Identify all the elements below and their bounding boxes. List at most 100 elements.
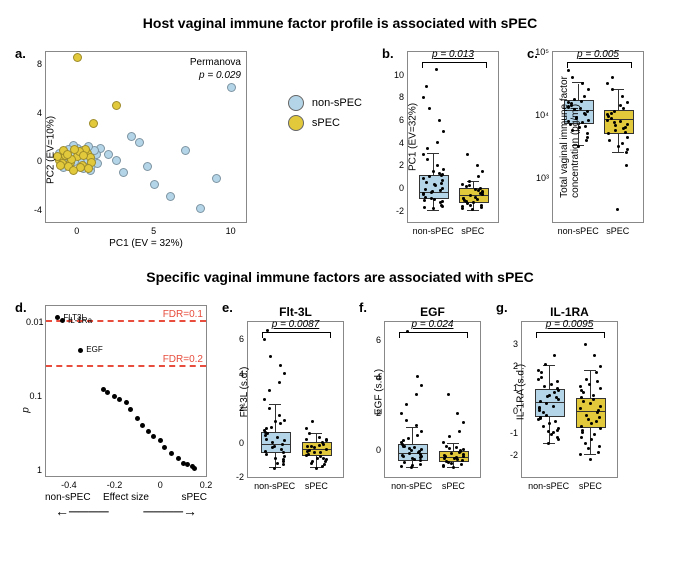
median-line <box>577 411 605 412</box>
jitter-point <box>321 465 324 468</box>
jitter-point <box>477 175 480 178</box>
jitter-point <box>400 412 403 415</box>
arrow-left-icon: ←──── <box>55 503 109 519</box>
legend-item: non-sPEC <box>288 95 362 111</box>
jitter-point <box>432 207 435 210</box>
jitter-point <box>567 69 570 72</box>
whisker <box>618 90 619 112</box>
y-tick: 0 <box>26 156 42 166</box>
y-tick: -1 <box>502 428 518 438</box>
jitter-point <box>550 433 553 436</box>
jitter-point <box>468 180 471 183</box>
jitter-point <box>583 95 586 98</box>
jitter-point <box>557 438 560 441</box>
jitter-point <box>400 465 403 468</box>
jitter-point <box>595 420 598 423</box>
jitter-point <box>402 439 405 442</box>
jitter-point <box>419 453 422 456</box>
whisker-cap <box>310 433 322 434</box>
jitter-point <box>579 453 582 456</box>
plot-area: 0510-4048Permanovap = 0.029 <box>45 51 247 223</box>
jitter-point <box>461 459 464 462</box>
jitter-point <box>593 354 596 357</box>
volcano-point <box>140 423 145 428</box>
jitter-point <box>442 130 445 133</box>
jitter-point <box>479 187 482 190</box>
x-tick-label: non-sPEC <box>558 226 599 236</box>
jitter-point <box>548 422 551 425</box>
point-label: EGF <box>86 345 102 354</box>
p-value: p = 0.005 <box>577 49 619 60</box>
y-axis-label: PC1 (EV=32%) <box>408 103 419 171</box>
whisker-cap <box>584 454 596 455</box>
x-tick-label: sPEC <box>305 481 328 491</box>
jitter-point <box>430 197 433 200</box>
jitter-point <box>580 436 583 439</box>
jitter-point <box>586 136 589 139</box>
jitter-point <box>461 205 464 208</box>
jitter-point <box>580 425 583 428</box>
whisker-cap <box>447 443 459 444</box>
jitter-point <box>438 119 441 122</box>
p-bracket <box>567 62 632 68</box>
jitter-point <box>587 119 590 122</box>
y-tick: 0 <box>365 445 381 455</box>
volcano-point <box>60 318 65 323</box>
jitter-point <box>579 385 582 388</box>
whisker-cap <box>612 152 624 153</box>
panel-label: d. <box>15 300 27 315</box>
x-tick-label: sPEC <box>442 481 465 491</box>
jitter-point <box>426 147 429 150</box>
jitter-point <box>420 448 423 451</box>
jitter-point <box>481 191 484 194</box>
jitter-point <box>268 407 271 410</box>
jitter-point <box>265 427 268 430</box>
jitter-point <box>462 453 465 456</box>
jitter-point <box>585 378 588 381</box>
y-tick: -4 <box>26 205 42 215</box>
row-top: a.0510-4048Permanovap = 0.029PC2 (EV=10%… <box>10 41 670 249</box>
x-tick-label: sPEC <box>579 481 602 491</box>
jitter-point <box>621 142 624 145</box>
whisker <box>275 405 276 434</box>
jitter-point <box>422 153 425 156</box>
jitter-point <box>264 431 267 434</box>
jitter-point <box>428 107 431 110</box>
y-tick: 8 <box>26 59 42 69</box>
x-tick-label: sPEC <box>461 226 484 236</box>
jitter-point <box>441 173 444 176</box>
jitter-point <box>452 466 455 469</box>
x-axis-row: non-sPECEffect sizesPEC <box>45 492 207 503</box>
jitter-point <box>279 364 282 367</box>
plot-area: p = 0.0095-2-10123non-sPECsPEC <box>521 321 618 478</box>
jitter-point <box>263 338 266 341</box>
jitter-point <box>420 430 423 433</box>
x-tick: 0 <box>158 480 163 490</box>
y-axis-label: IL-1RA (s.d.) <box>516 363 527 419</box>
jitter-point <box>416 375 419 378</box>
y-tick: 0 <box>388 183 404 193</box>
jitter-point <box>450 452 453 455</box>
jitter-point <box>315 467 318 470</box>
jitter-point <box>621 95 624 98</box>
scatter-panel: a.0510-4048Permanovap = 0.029PC2 (EV=10%… <box>45 51 247 249</box>
x-tick: 10 <box>226 226 236 236</box>
jitter-point <box>472 201 475 204</box>
jitter-point <box>447 393 450 396</box>
jitter-point <box>626 123 629 126</box>
jitter-point <box>442 464 445 467</box>
jitter-point <box>425 85 428 88</box>
jitter-point <box>608 139 611 142</box>
scatter-point <box>69 166 78 175</box>
jitter-point <box>586 132 589 135</box>
jitter-point <box>460 463 463 466</box>
y-axis-label: Flt-3L (s.d.) <box>239 366 250 417</box>
x-tick: -0.4 <box>61 480 77 490</box>
jitter-point <box>587 418 590 421</box>
jitter-point <box>610 112 613 115</box>
volcano-point <box>117 397 122 402</box>
jitter-point <box>599 427 602 430</box>
p-value: p = 0.024 <box>412 319 454 330</box>
jitter-point <box>433 183 436 186</box>
jitter-point <box>263 398 266 401</box>
